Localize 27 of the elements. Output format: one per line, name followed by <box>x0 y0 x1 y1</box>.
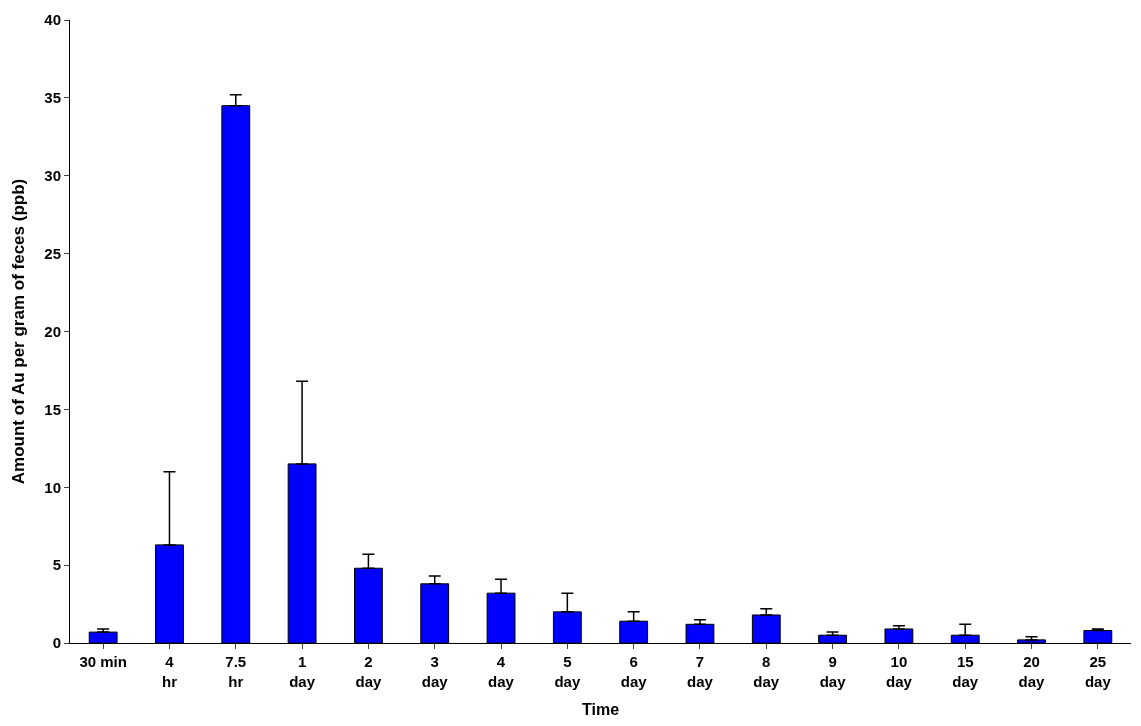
x-tick-label: 30 min <box>79 653 127 670</box>
y-tick-label: 20 <box>44 322 61 340</box>
y-tick-label: 5 <box>52 556 61 574</box>
y-axis-title: Amount of Au per gram of feces (ppb) <box>8 178 28 485</box>
x-tick-label: 8 day <box>753 653 780 690</box>
y-tick-label: 30 <box>44 167 61 184</box>
x-tick-label: 25 day <box>1084 653 1112 690</box>
x-tick-label: 20 day <box>1018 653 1046 690</box>
y-tick-label: 10 <box>44 478 61 496</box>
y-tick-label: 25 <box>44 244 61 262</box>
x-tick-label: 9 day <box>819 653 847 690</box>
x-tick-label: 6 day <box>620 653 648 690</box>
x-tick-label: 4 day <box>488 653 515 690</box>
x-tick-label: 10 day <box>885 653 913 690</box>
x-tick-label: 3 day <box>421 653 449 690</box>
y-tick-label: 40 <box>44 11 61 29</box>
y-tick-label: 15 <box>44 400 61 418</box>
x-tick-label: 5 day <box>554 653 581 690</box>
x-tick-label: 4 hr <box>161 653 178 690</box>
x-tick-label: 15 day <box>952 653 979 690</box>
x-tick-label: 7 day <box>687 653 714 690</box>
y-tick-label: 0 <box>52 634 61 652</box>
x-axis-title: Time <box>581 701 620 719</box>
x-tick-label: 2 day <box>355 653 382 690</box>
y-tick-label: 35 <box>44 89 61 107</box>
x-tick-label: 1 day <box>289 653 316 690</box>
x-tick-label: 7.5 hr <box>225 653 247 690</box>
